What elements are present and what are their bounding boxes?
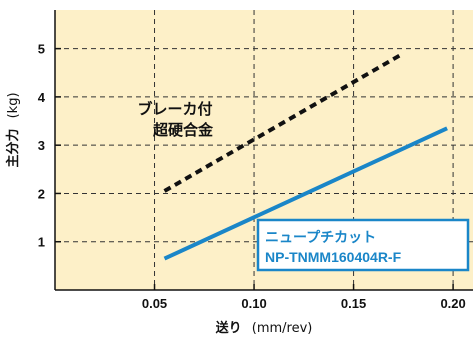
x-tick-label: 0.10 [241,296,266,311]
legend-box-npcut: ニュープチカット NP-TNMM160404R-F [256,218,470,272]
y-axis-label-main: 主分力 [5,129,21,168]
y-axis-label-unit: (kg) [6,92,21,118]
y-tick-label: 1 [38,235,45,250]
x-axis-label-unit: (mm/rev) [252,321,313,336]
series-line-carbide [163,51,405,193]
legend-box-frame [256,218,470,272]
annotation-carbide-line2: 超硬合金 [152,121,214,139]
axes [54,10,473,291]
y-axis-label: 主分力 (kg) [5,92,21,167]
x-tick-label: 0.05 [142,296,167,311]
x-axis-label: 送り (mm/rev) [215,320,313,336]
legend-npcut-line2: NP-TNMM160404R-F [265,249,402,265]
x-tick-label: 0.20 [440,296,465,311]
legend-npcut-line1: ニュープチカット [265,230,376,246]
y-tick-label: 5 [38,42,45,57]
x-tick-label: 0.15 [341,296,366,311]
y-tick-label: 4 [38,90,46,105]
tick-labels: 0.05 0.10 0.15 0.20 1 2 3 4 5 [38,42,466,311]
series-layer [163,51,448,261]
y-tick-label: 3 [38,138,45,153]
annotation-carbide: ブレーカ付 超硬合金 [137,100,214,139]
y-tick-label: 2 [38,186,45,201]
x-axis-label-main: 送り [215,320,242,336]
series-line-npcut [163,126,448,261]
annotation-carbide-line1: ブレーカ付 [137,100,212,118]
